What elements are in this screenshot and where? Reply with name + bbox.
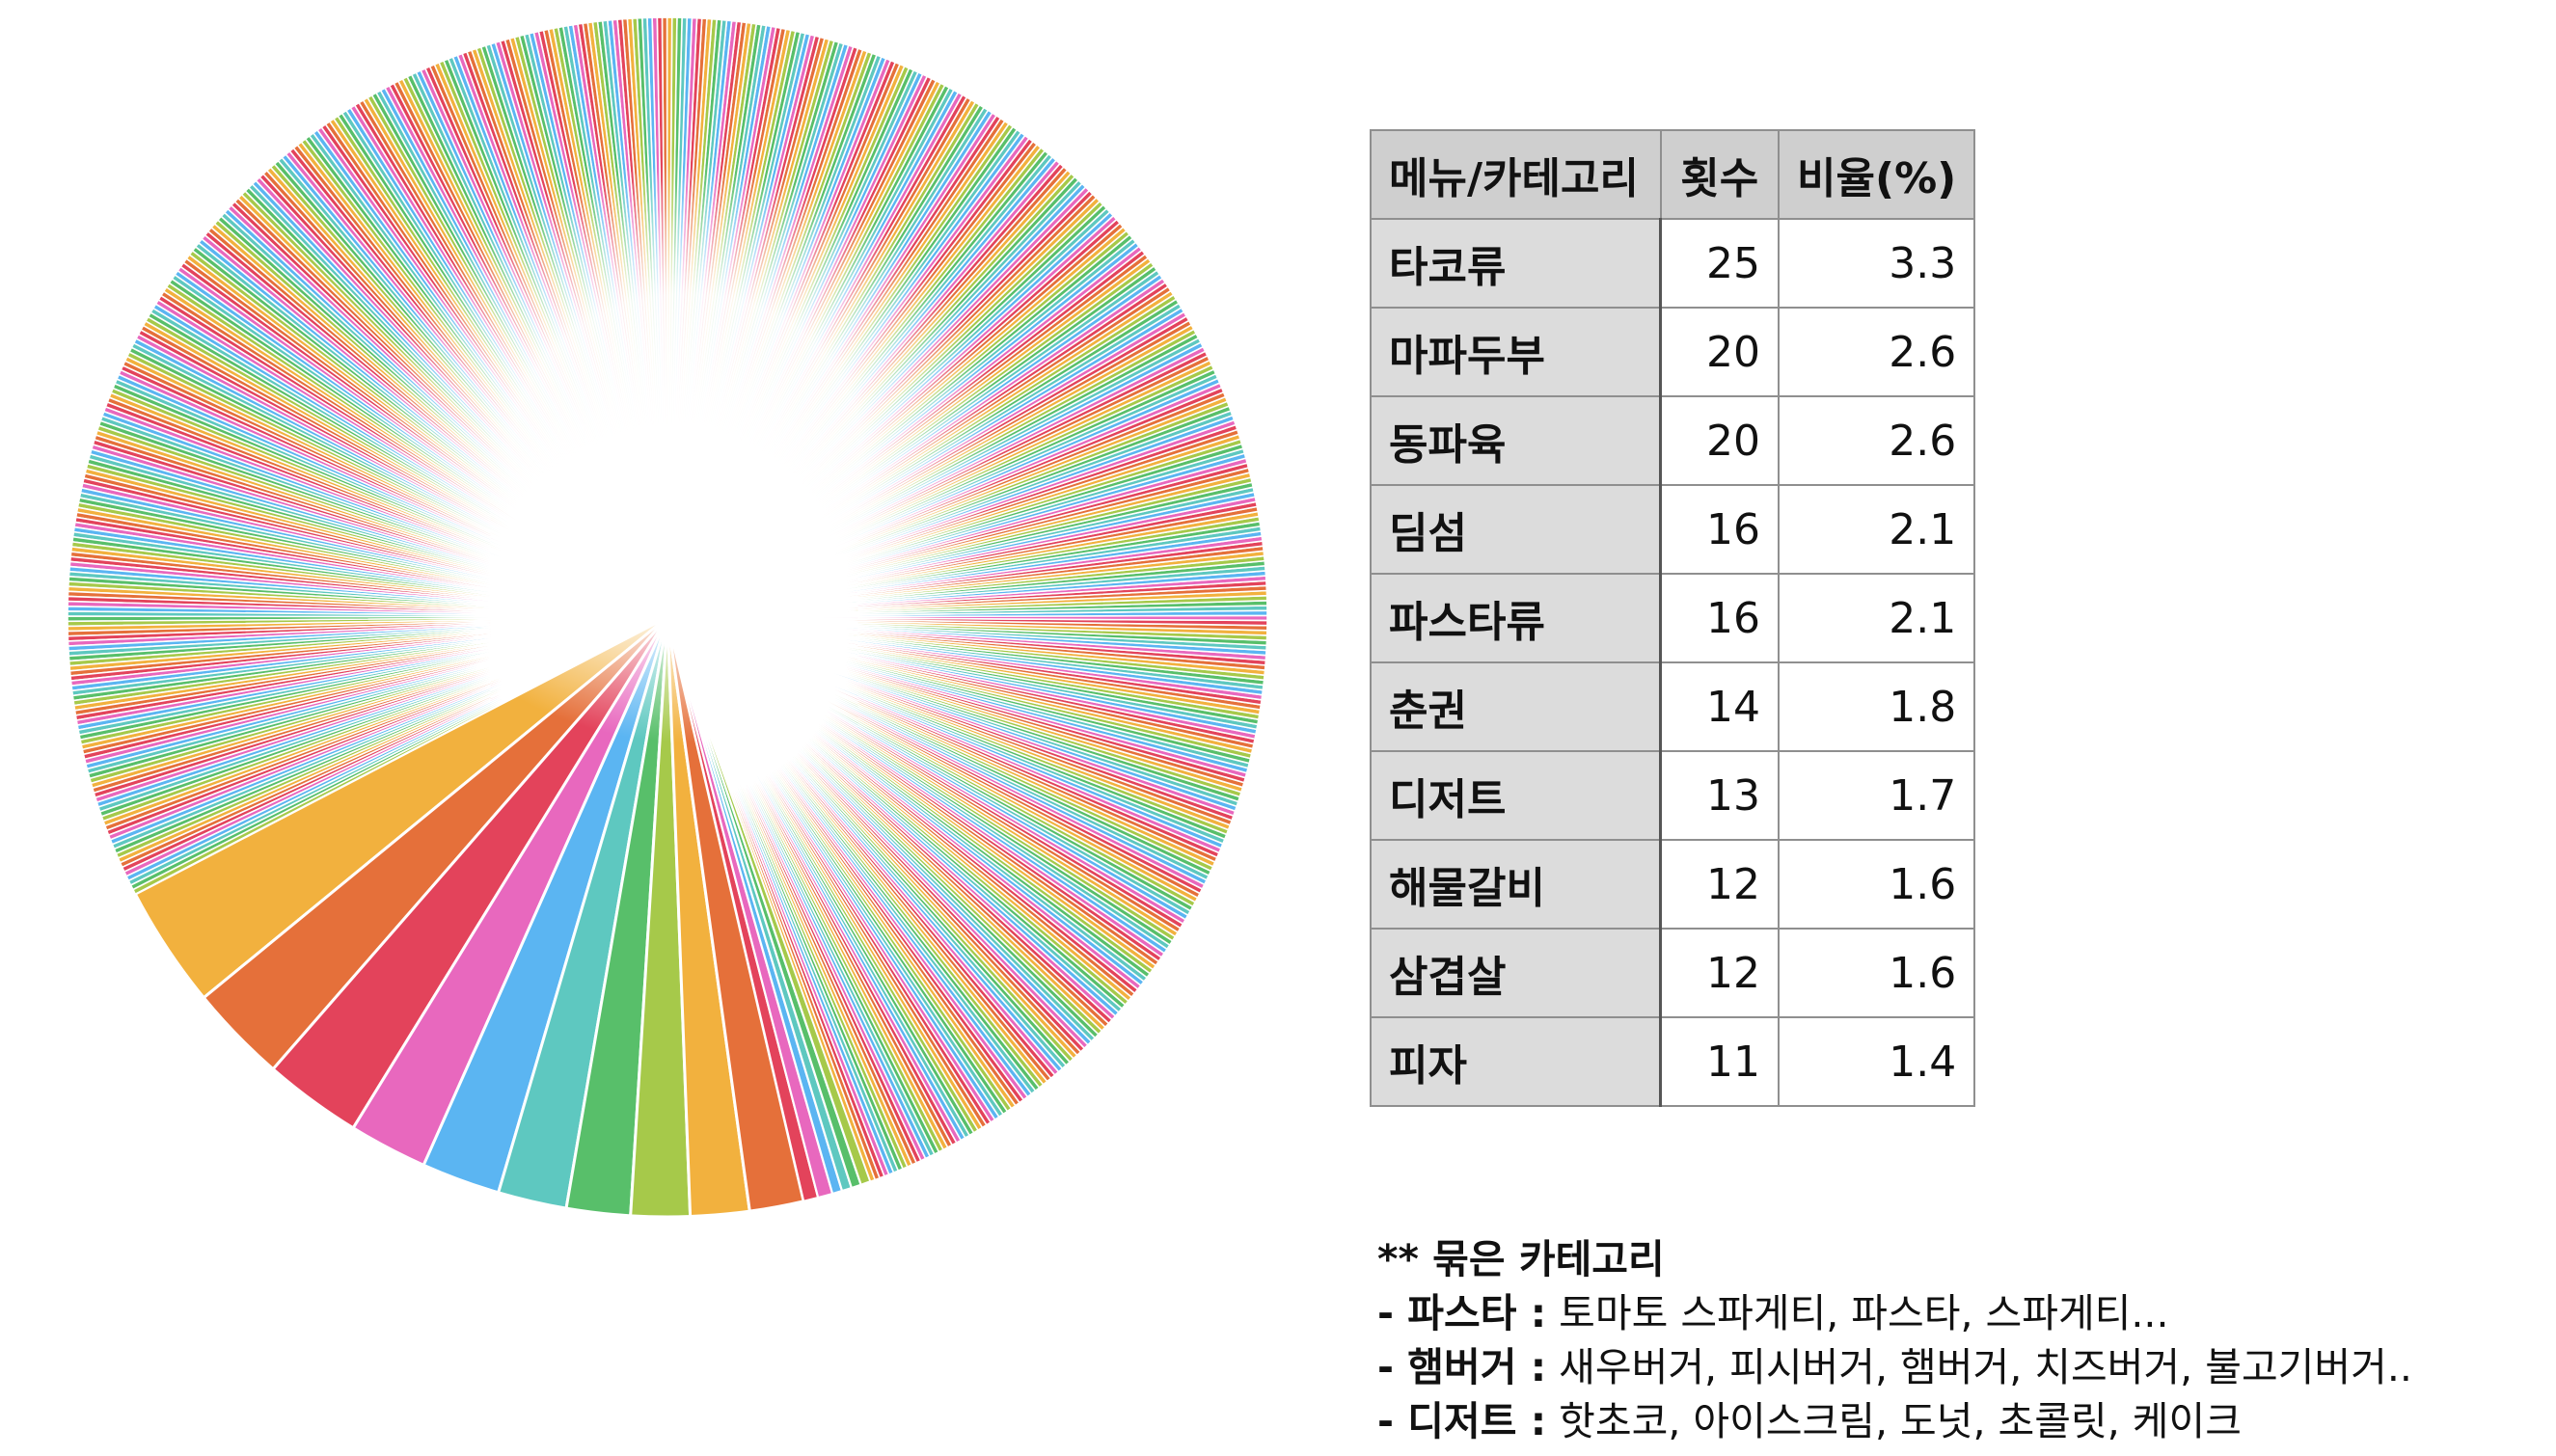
table-row: 동파육 20 2.6 bbox=[1370, 395, 1976, 486]
row-ratio: 2.1 bbox=[1777, 484, 1976, 575]
note-item-name: - 파스타 : bbox=[1377, 1290, 1547, 1336]
table-row: 춘권 14 1.8 bbox=[1370, 661, 1976, 752]
row-count: 11 bbox=[1659, 1016, 1780, 1107]
row-label: 파스타류 bbox=[1370, 573, 1662, 663]
row-count: 20 bbox=[1659, 307, 1780, 397]
frequency-table-container: 메뉴/카테고리 횟수 비율(%) 타코류 25 3.3 마파두부 20 2.6 … bbox=[1370, 129, 1976, 1107]
row-label: 동파육 bbox=[1370, 395, 1662, 486]
row-label: 마파두부 bbox=[1370, 307, 1662, 397]
table-header-row: 메뉴/카테고리 횟수 비율(%) bbox=[1370, 129, 1976, 220]
note-item-detail: 새우버거, 피시버거, 햄버거, 치즈버거, 불고기버거.. bbox=[1546, 1344, 2412, 1390]
row-count: 12 bbox=[1659, 928, 1780, 1018]
table-row: 삼겹살 12 1.6 bbox=[1370, 928, 1976, 1018]
pie-chart-svg bbox=[67, 16, 1268, 1219]
note-line-pasta: - 파스타 : 토마토 스파게티, 파스타, 스파게티... bbox=[1377, 1286, 2412, 1340]
note-item-name: - 햄버거 : bbox=[1377, 1344, 1547, 1390]
row-count: 12 bbox=[1659, 839, 1780, 930]
note-item-detail: 토마토 스파게티, 파스타, 스파게티... bbox=[1546, 1290, 2169, 1336]
table-row: 디저트 13 1.7 bbox=[1370, 750, 1976, 841]
row-count: 16 bbox=[1659, 484, 1780, 575]
note-heading: ** 묶은 카테고리 bbox=[1377, 1236, 1665, 1282]
frequency-table: 메뉴/카테고리 횟수 비율(%) 타코류 25 3.3 마파두부 20 2.6 … bbox=[1370, 129, 1976, 1107]
header-menu-category: 메뉴/카테고리 bbox=[1370, 129, 1662, 220]
table-row: 파스타류 16 2.1 bbox=[1370, 573, 1976, 663]
row-ratio: 2.6 bbox=[1777, 307, 1976, 397]
row-label: 피자 bbox=[1370, 1016, 1662, 1107]
row-count: 16 bbox=[1659, 573, 1780, 663]
table-row: 마파두부 20 2.6 bbox=[1370, 307, 1976, 397]
table-row: 해물갈비 12 1.6 bbox=[1370, 839, 1976, 930]
pie-chart bbox=[60, 10, 1275, 1225]
row-count: 13 bbox=[1659, 750, 1780, 841]
table-row: 딤섬 16 2.1 bbox=[1370, 484, 1976, 575]
header-count: 횟수 bbox=[1659, 129, 1780, 220]
row-ratio: 2.1 bbox=[1777, 573, 1976, 663]
table-row: 타코류 25 3.3 bbox=[1370, 218, 1976, 309]
row-ratio: 3.3 bbox=[1777, 218, 1976, 309]
row-count: 25 bbox=[1659, 218, 1780, 309]
note-line-hamburger: - 햄버거 : 새우버거, 피시버거, 햄버거, 치즈버거, 불고기버거.. bbox=[1377, 1340, 2412, 1394]
row-ratio: 1.6 bbox=[1777, 928, 1976, 1018]
note-item-detail: 핫초코, 아이스크림, 도넛, 초콜릿, 케이크 bbox=[1546, 1398, 2242, 1444]
row-label: 타코류 bbox=[1370, 218, 1662, 309]
row-ratio: 1.7 bbox=[1777, 750, 1976, 841]
row-count: 14 bbox=[1659, 661, 1780, 752]
grouped-categories-note: ** 묶은 카테고리 - 파스타 : 토마토 스파게티, 파스타, 스파게티..… bbox=[1377, 1232, 2412, 1448]
table-row: 피자 11 1.4 bbox=[1370, 1016, 1976, 1107]
row-ratio: 1.4 bbox=[1777, 1016, 1976, 1107]
row-count: 20 bbox=[1659, 395, 1780, 486]
note-line-dessert: - 디저트 : 핫초코, 아이스크림, 도넛, 초콜릿, 케이크 bbox=[1377, 1394, 2412, 1448]
note-item-name: - 디저트 : bbox=[1377, 1398, 1547, 1444]
row-ratio: 1.8 bbox=[1777, 661, 1976, 752]
row-label: 삼겹살 bbox=[1370, 928, 1662, 1018]
row-label: 해물갈비 bbox=[1370, 839, 1662, 930]
row-label: 디저트 bbox=[1370, 750, 1662, 841]
row-ratio: 1.6 bbox=[1777, 839, 1976, 930]
row-label: 춘권 bbox=[1370, 661, 1662, 752]
header-ratio: 비율(%) bbox=[1777, 129, 1976, 220]
pie-center-haze bbox=[368, 164, 1005, 742]
row-ratio: 2.6 bbox=[1777, 395, 1976, 486]
row-label: 딤섬 bbox=[1370, 484, 1662, 575]
